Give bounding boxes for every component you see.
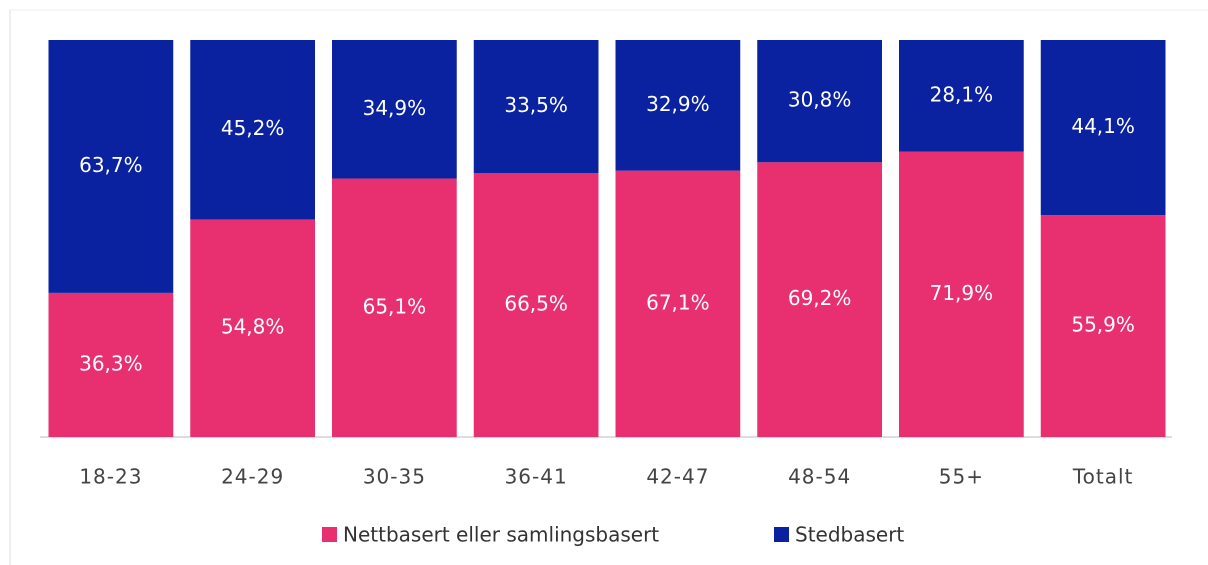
x-tick-label: 55+ — [939, 465, 984, 489]
data-label: 34,9% — [363, 96, 427, 120]
data-label: 45,2% — [221, 116, 285, 140]
legend-label: Nettbasert eller samlingsbasert — [343, 523, 659, 547]
bar-segment — [899, 151, 1024, 437]
data-label: 33,5% — [504, 93, 568, 117]
data-label: 71,9% — [930, 281, 994, 305]
bar-segment — [757, 162, 882, 437]
x-tick-label: 24-29 — [221, 465, 284, 489]
data-label: 32,9% — [646, 92, 710, 116]
data-label: 36,3% — [79, 351, 143, 375]
data-label: 55,9% — [1071, 313, 1135, 337]
bar-segment — [332, 178, 457, 438]
legend-swatch — [774, 527, 789, 542]
bar-segment — [190, 219, 315, 437]
x-tick-label: 18-23 — [79, 465, 142, 489]
legend-label: Stedbasert — [795, 523, 904, 547]
data-label: 67,1% — [646, 290, 710, 314]
bar-segment — [1040, 40, 1166, 216]
legend-swatch — [322, 527, 337, 542]
data-label: 65,1% — [363, 294, 427, 318]
bar-segment — [615, 40, 741, 171]
data-label: 54,8% — [221, 315, 285, 339]
bar-segment — [190, 40, 315, 220]
bar-segment — [1040, 215, 1166, 437]
bar-segment — [473, 40, 599, 173]
x-tick-label: 42-47 — [646, 465, 709, 489]
x-tick-label: 48-54 — [788, 465, 851, 489]
x-tick-label: 36-41 — [505, 465, 568, 489]
x-tick-label: 30-35 — [363, 465, 426, 489]
data-label: 28,1% — [930, 82, 994, 106]
bar-segment — [332, 40, 457, 179]
bar-segment — [615, 170, 741, 437]
x-tick-label: Totalt — [1072, 465, 1134, 489]
data-label: 63,7% — [79, 153, 143, 177]
data-label: 30,8% — [788, 88, 852, 112]
bar-segment — [48, 292, 174, 437]
bar-segment — [48, 40, 174, 293]
bar-segment — [473, 172, 599, 437]
data-label: 69,2% — [788, 286, 852, 310]
bar-segment — [757, 40, 882, 163]
data-label: 66,5% — [504, 291, 568, 315]
data-label: 44,1% — [1071, 114, 1135, 138]
bar-segment — [899, 40, 1024, 152]
